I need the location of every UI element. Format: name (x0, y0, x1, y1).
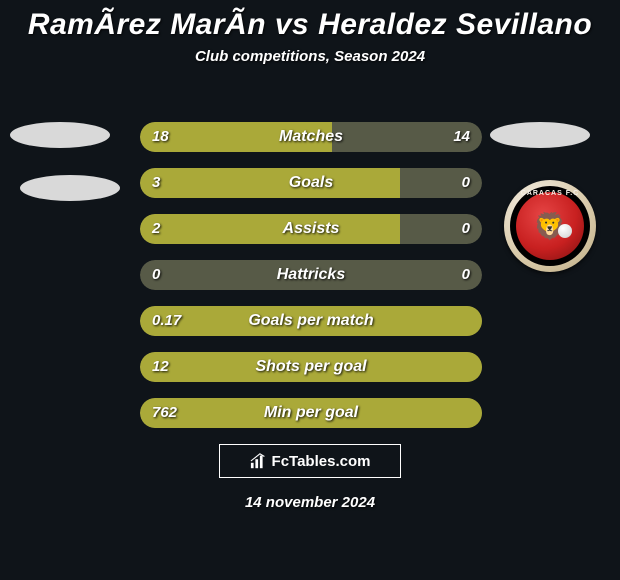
stat-label: Goals (140, 168, 482, 198)
stat-label: Hattricks (140, 260, 482, 290)
secondary-left-placeholder (20, 175, 120, 201)
stat-row: 00Hattricks (140, 260, 482, 290)
stat-row: 30Goals (140, 168, 482, 198)
stat-label: Matches (140, 122, 482, 152)
badge-inner-circle: 🦁 (516, 192, 584, 260)
subtitle: Club competitions, Season 2024 (0, 48, 620, 65)
stat-label: Goals per match (140, 306, 482, 336)
stat-label: Min per goal (140, 398, 482, 428)
fctables-logo-text: FcTables.com (272, 453, 371, 470)
player-right-placeholder (490, 122, 590, 148)
fctables-logo-box: FcTables.com (219, 444, 401, 478)
stat-row: 12Shots per goal (140, 352, 482, 382)
page-title: RamÃ­rez MarÃ­n vs Heraldez Sevillano (0, 0, 620, 42)
stat-label: Shots per goal (140, 352, 482, 382)
stat-row: 20Assists (140, 214, 482, 244)
badge-club-name: CARACAS F.C (504, 190, 596, 197)
football-icon (558, 224, 572, 238)
player-left-placeholder (10, 122, 110, 148)
stat-rows-container: 1814Matches 30Goals 20Assists 00Hattricks 0.… (140, 122, 482, 444)
stat-row: 762Min per goal (140, 398, 482, 428)
stat-label: Assists (140, 214, 482, 244)
date-text: 14 november 2024 (0, 494, 620, 511)
club-badge: 🦁 CARACAS F.C (504, 180, 596, 272)
bar-chart-icon (250, 452, 268, 470)
stat-row: 1814Matches (140, 122, 482, 152)
stat-row: 0.17Goals per match (140, 306, 482, 336)
